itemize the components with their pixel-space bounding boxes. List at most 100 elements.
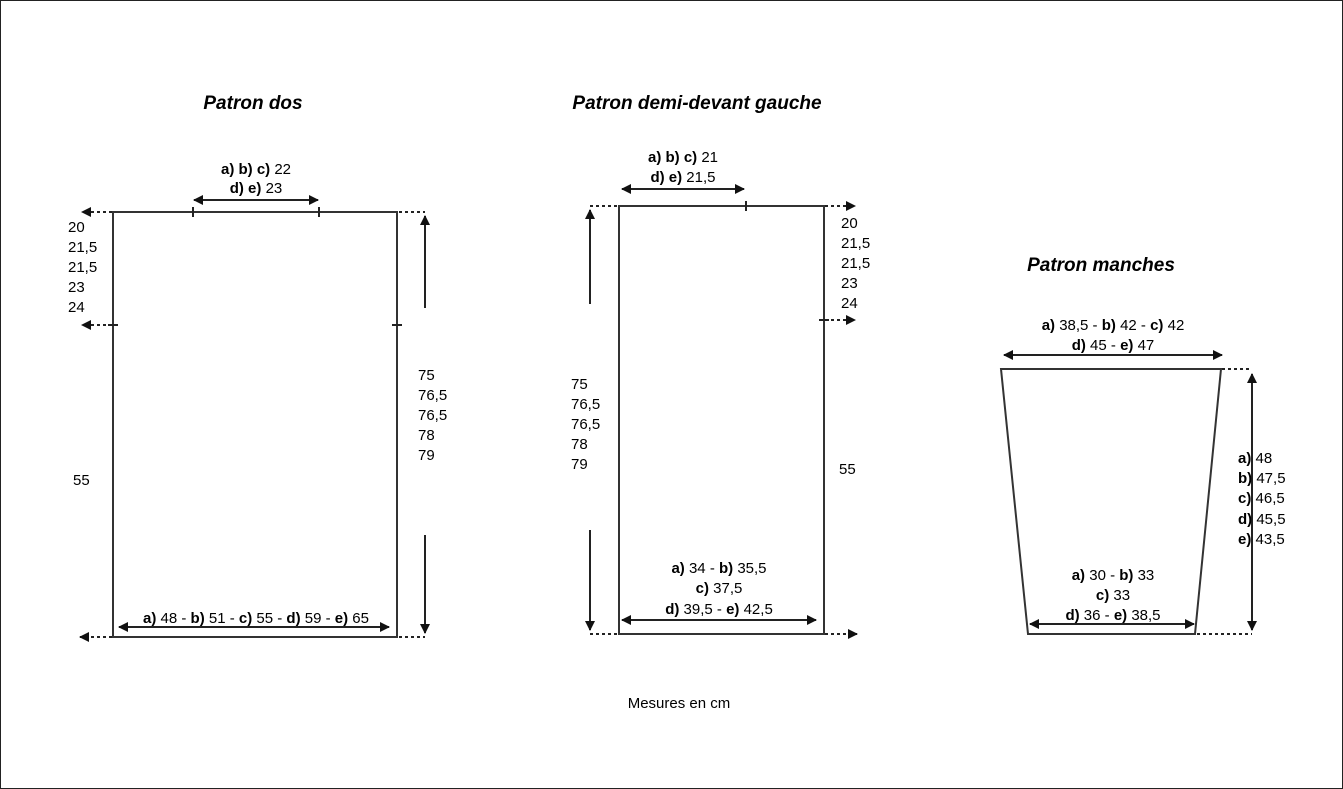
measure-value: 47	[1133, 337, 1154, 354]
size-label: b)	[191, 610, 205, 627]
front-armhole-value: 24	[841, 295, 858, 312]
front-armhole-value: 20	[841, 215, 858, 232]
measure-value: 23	[261, 180, 282, 197]
front-total-length-values: 75 76,5 76,5 78 79	[571, 376, 600, 473]
size-label: e)	[1120, 337, 1133, 354]
size-label: d)	[665, 601, 679, 618]
back-side-length: 55	[73, 472, 90, 489]
measure-value: 33	[1109, 587, 1130, 604]
sleeve-pattern-outline	[999, 368, 1223, 635]
size-label: a)	[671, 560, 684, 577]
sleeve-bottom-width-label: a) 30 - b) 33 c) 33 d) 36 - e) 38,5	[1065, 567, 1160, 624]
front-side-length: 55	[839, 461, 856, 478]
size-label: d)	[1065, 607, 1079, 624]
measure-value: 47,5	[1252, 470, 1285, 487]
sleeve-length-value: c) 46,5	[1238, 490, 1285, 507]
size-label: e)	[1114, 607, 1127, 624]
back-length-value: 79	[418, 447, 435, 464]
measure-value: 38,5 -	[1055, 317, 1102, 334]
front-length-value: 79	[571, 456, 588, 473]
front-bottom-width-line2: c) 37,5	[696, 580, 743, 597]
size-label: d)	[1072, 337, 1086, 354]
measure-value: 59 -	[301, 610, 335, 627]
back-top-width-line1: a) b) c) 22	[221, 161, 291, 178]
measure-value: 33	[1133, 567, 1154, 584]
back-pattern-outline	[108, 207, 402, 638]
back-armhole-value: 21,5	[68, 259, 97, 276]
measure-value: 51 -	[205, 610, 239, 627]
measure-value: 34 -	[685, 560, 719, 577]
front-armhole-value: 21,5	[841, 255, 870, 272]
size-label: d) e)	[650, 169, 682, 186]
size-label: a)	[1238, 450, 1251, 467]
size-label: e)	[335, 610, 348, 627]
sleeve-top-width-line2: d) 45 - e) 47	[1072, 337, 1155, 354]
front-bottom-width-label: a) 34 - b) 35,5 c) 37,5 d) 39,5 - e) 42,…	[665, 560, 773, 618]
measure-value: 43,5	[1251, 531, 1284, 548]
sleeve-bottom-width-line1: a) 30 - b) 33	[1072, 567, 1155, 584]
sleeve-title: Patron manches	[1027, 255, 1175, 276]
back-armhole-value: 23	[68, 279, 85, 296]
sleeve-length-value: b) 47,5	[1238, 470, 1286, 487]
measure-value: 65	[348, 610, 369, 627]
front-bottom-width-line3: d) 39,5 - e) 42,5	[665, 601, 773, 618]
back-top-width-line2: d) e) 23	[230, 180, 283, 197]
sleeve-length-value: a) 48	[1238, 450, 1272, 467]
measure-value: 30 -	[1085, 567, 1119, 584]
front-length-value: 75	[571, 376, 588, 393]
measure-value: 46,5	[1251, 490, 1284, 507]
measure-value: 38,5	[1127, 607, 1160, 624]
units-note: Mesures en cm	[628, 695, 731, 712]
front-bottom-width-line1: a) 34 - b) 35,5	[671, 560, 766, 577]
measure-value: 39,5 -	[679, 601, 726, 618]
size-label: d)	[1238, 511, 1252, 528]
front-length-value: 76,5	[571, 416, 600, 433]
size-label: b)	[1238, 470, 1252, 487]
size-label: a)	[143, 610, 156, 627]
size-label: c)	[696, 580, 709, 597]
measure-value: 55 -	[252, 610, 286, 627]
measure-value: 42	[1163, 317, 1184, 334]
size-label: a) b) c)	[221, 161, 270, 178]
back-length-value: 76,5	[418, 407, 447, 424]
back-total-length-values: 75 76,5 76,5 78 79	[418, 367, 447, 464]
back-armhole-depth-values: 20 21,5 21,5 23 24	[68, 219, 97, 316]
sleeve-length-values: a) 48 b) 47,5 c) 46,5 d) 45,5 e) 43,5	[1238, 450, 1286, 548]
size-label: a) b) c)	[648, 149, 697, 166]
back-top-width-label: a) b) c) 22 d) e) 23	[221, 161, 291, 197]
measure-value: 21,5	[682, 169, 715, 186]
measure-value: 48	[1251, 450, 1272, 467]
sleeve-bottom-width-line2: c) 33	[1096, 587, 1130, 604]
size-label: a)	[1072, 567, 1085, 584]
front-top-width-label: a) b) c) 21 d) e) 21,5	[648, 149, 718, 186]
size-label: c)	[239, 610, 252, 627]
measure-value: 45,5	[1252, 511, 1285, 528]
measure-value: 37,5	[709, 580, 742, 597]
measure-value: 45 -	[1086, 337, 1120, 354]
size-label: b)	[1102, 317, 1116, 334]
front-top-width-line2: d) e) 21,5	[650, 169, 715, 186]
measure-value: 21	[697, 149, 718, 166]
back-armhole-value: 21,5	[68, 239, 97, 256]
measure-value: 42,5	[739, 601, 772, 618]
size-label: e)	[1238, 531, 1251, 548]
sleeve-length-value: d) 45,5	[1238, 511, 1286, 528]
measure-value: 22	[270, 161, 291, 178]
back-length-value: 78	[418, 427, 435, 444]
measure-value: 42 -	[1116, 317, 1150, 334]
back-bottom-width-label: a) 48 - b) 51 - c) 55 - d) 59 - e) 65	[143, 610, 369, 627]
back-length-value: 76,5	[418, 387, 447, 404]
measure-value: 48 -	[156, 610, 190, 627]
size-label: d) e)	[230, 180, 262, 197]
size-label: d)	[286, 610, 300, 627]
sleeve-length-value: e) 43,5	[1238, 531, 1285, 548]
size-label: a)	[1042, 317, 1055, 334]
size-label: c)	[1238, 490, 1251, 507]
back-armhole-value: 20	[68, 219, 85, 236]
measure-value: 35,5	[733, 560, 766, 577]
size-label: b)	[1119, 567, 1133, 584]
front-length-value: 78	[571, 436, 588, 453]
size-label: e)	[726, 601, 739, 618]
back-length-value: 75	[418, 367, 435, 384]
